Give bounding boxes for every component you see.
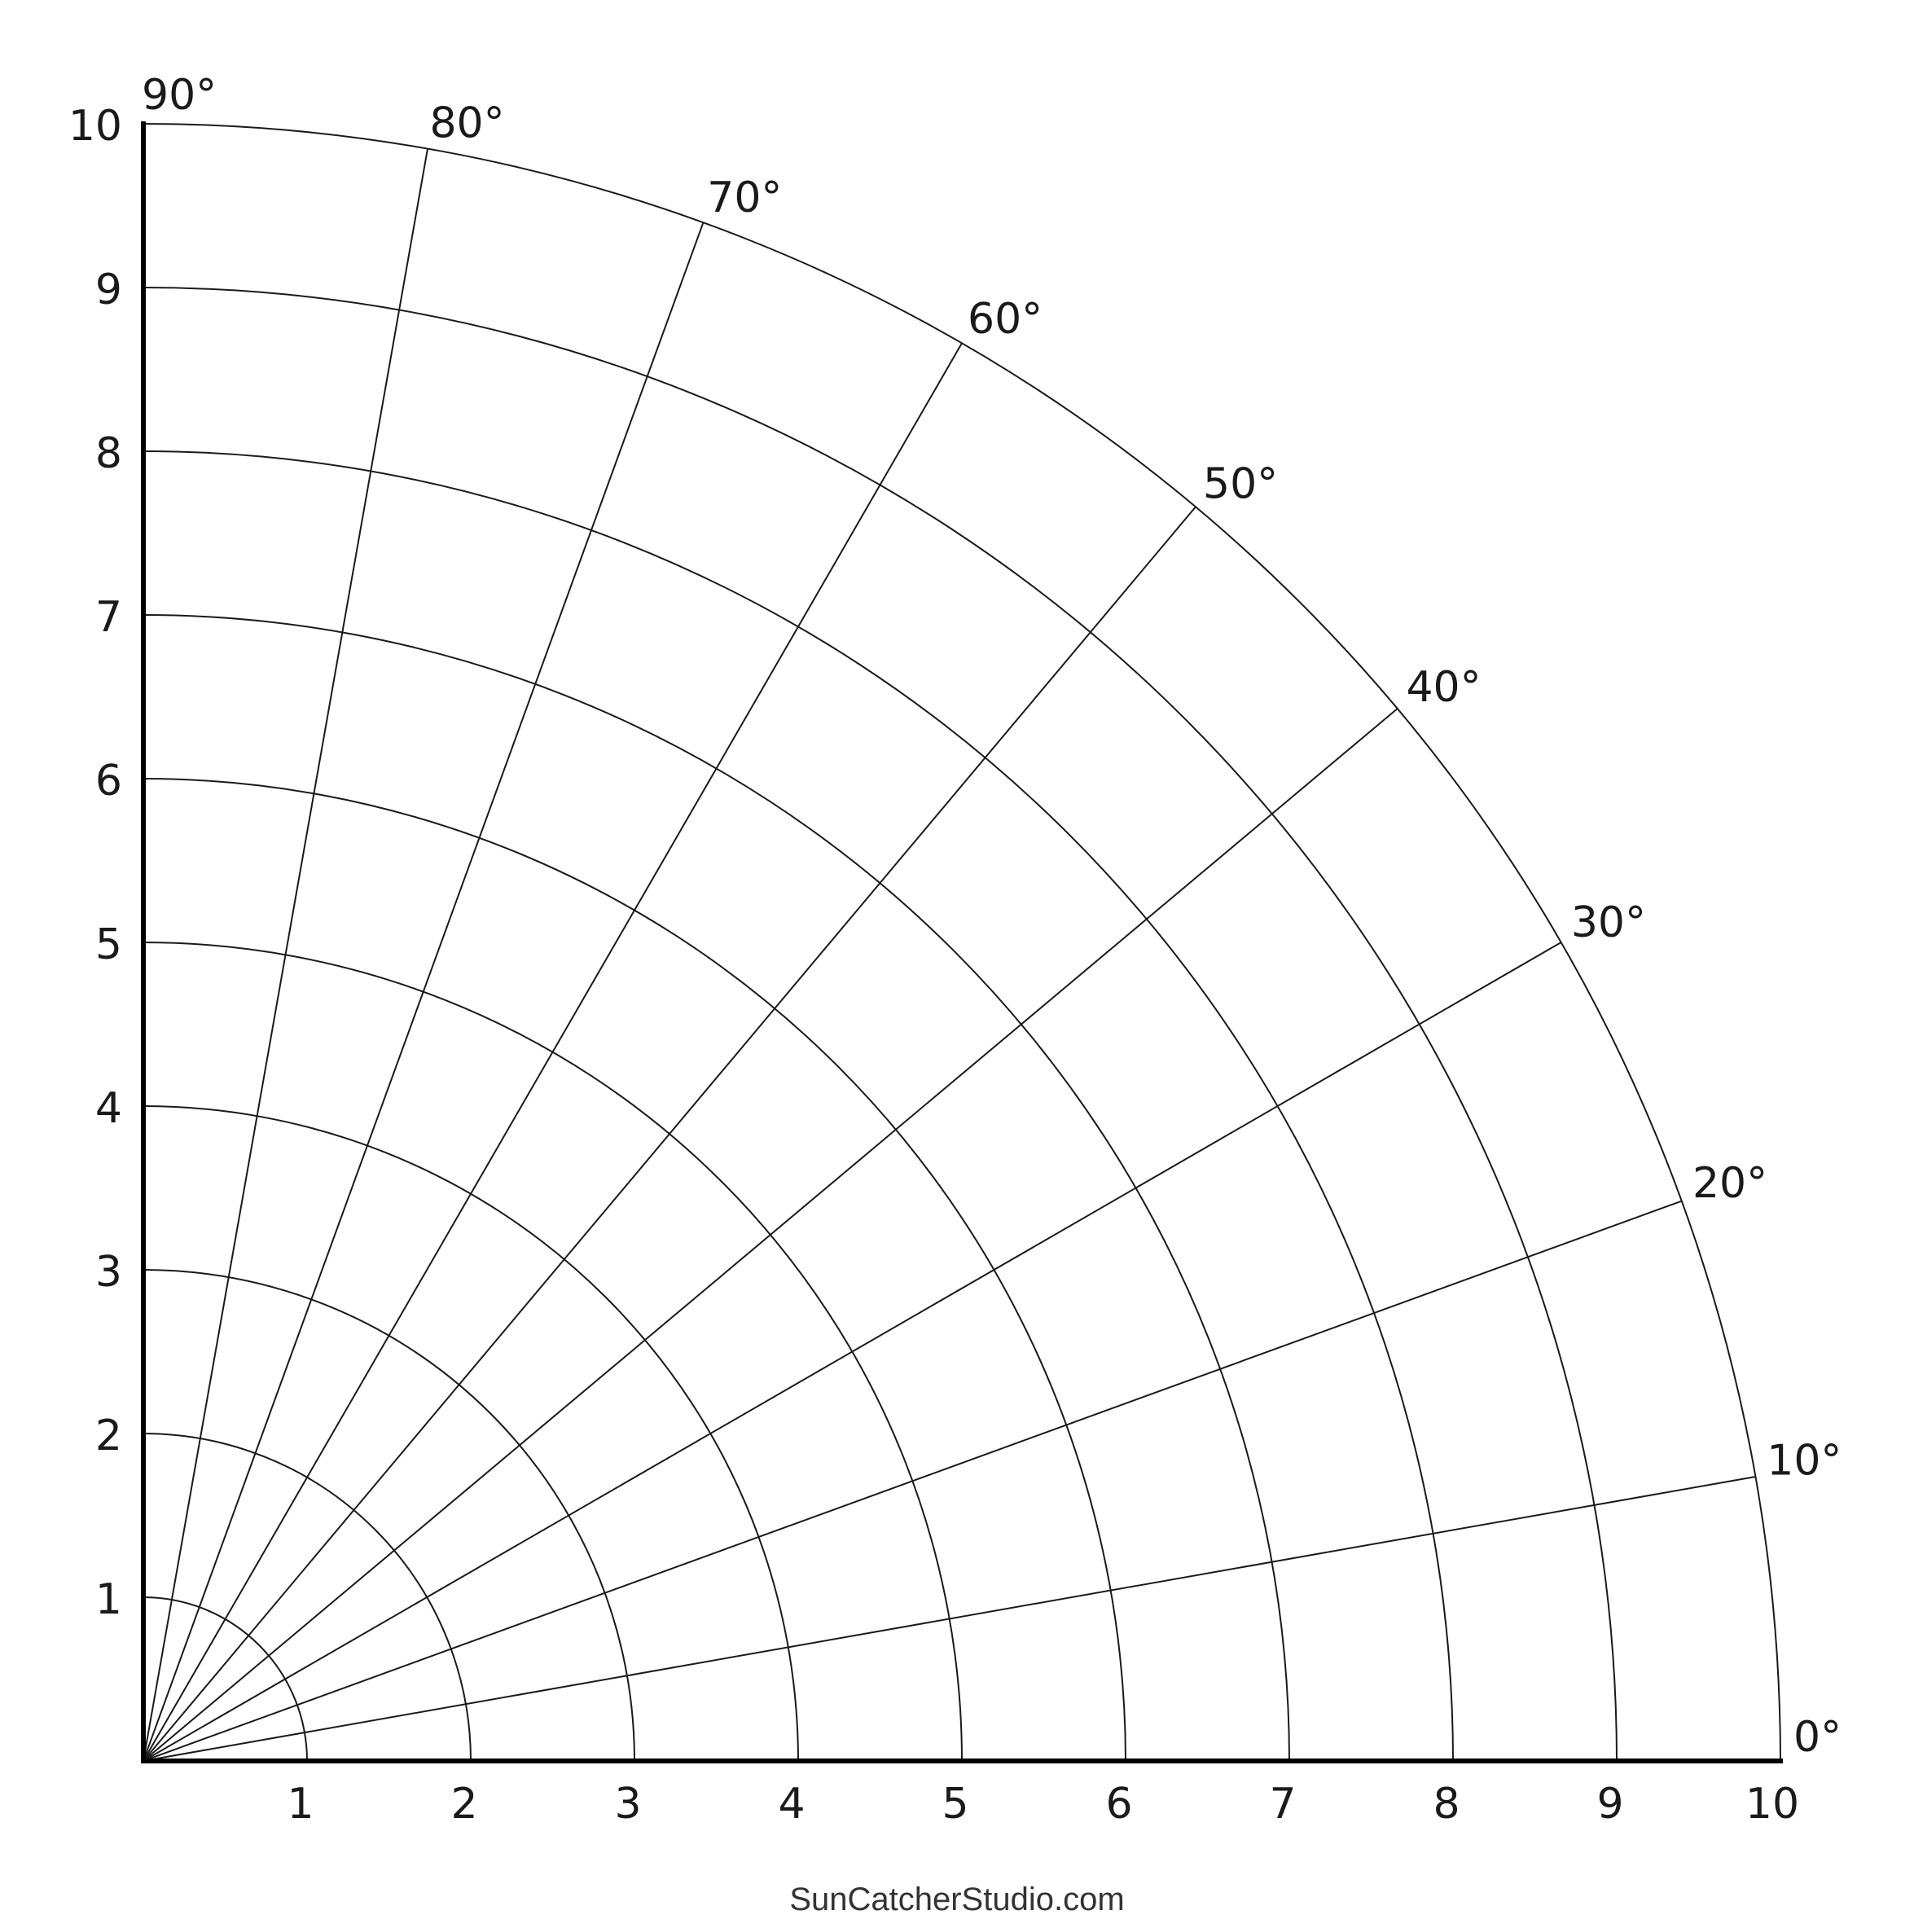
radius-arc-6 bbox=[143, 778, 1126, 1762]
radius-arc-7 bbox=[143, 614, 1290, 1762]
x-tick-label-1: 1 bbox=[287, 1780, 314, 1829]
spoke-40 bbox=[143, 708, 1398, 1762]
angle-label-50: 50° bbox=[1203, 460, 1278, 509]
y-tick-label-9: 9 bbox=[95, 266, 122, 314]
y-tick-label-7: 7 bbox=[95, 593, 122, 642]
x-axis-labels: 1 2 3 4 5 6 7 8 9 10 bbox=[287, 1780, 1799, 1829]
angle-label-30: 30° bbox=[1571, 898, 1646, 947]
radius-arc-1 bbox=[143, 1596, 308, 1762]
angle-labels: 0° 10° 20° 30° 40° 50° 60° 70° 80° 90° bbox=[142, 71, 1842, 1762]
y-tick-label-4: 4 bbox=[95, 1084, 122, 1133]
y-tick-label-10: 10 bbox=[68, 102, 122, 151]
spoke-50 bbox=[143, 506, 1196, 1762]
radius-arcs bbox=[143, 123, 1781, 1762]
angle-label-70: 70° bbox=[707, 173, 782, 222]
angle-label-60: 60° bbox=[968, 295, 1043, 344]
site-credit: SunCatcherStudio.com bbox=[789, 1882, 1125, 1917]
x-tick-label-6: 6 bbox=[1105, 1780, 1132, 1829]
y-tick-label-1: 1 bbox=[95, 1575, 122, 1624]
angle-label-90: 90° bbox=[142, 71, 217, 120]
spoke-60 bbox=[143, 342, 963, 1762]
x-tick-label-4: 4 bbox=[778, 1780, 805, 1829]
angle-label-40: 40° bbox=[1406, 663, 1481, 712]
y-tick-label-3: 3 bbox=[95, 1248, 122, 1297]
y-tick-label-2: 2 bbox=[95, 1412, 122, 1460]
radius-arc-10 bbox=[143, 123, 1781, 1762]
x-tick-label-2: 2 bbox=[450, 1780, 477, 1829]
y-tick-label-5: 5 bbox=[95, 920, 122, 969]
spoke-30 bbox=[143, 942, 1562, 1762]
radius-arc-9 bbox=[143, 287, 1618, 1762]
y-tick-label-6: 6 bbox=[95, 757, 122, 806]
x-tick-label-8: 8 bbox=[1433, 1780, 1460, 1829]
spoke-80 bbox=[143, 148, 429, 1762]
y-tick-label-8: 8 bbox=[95, 429, 122, 478]
angle-label-10: 10° bbox=[1767, 1437, 1842, 1486]
angle-label-20: 20° bbox=[1692, 1159, 1767, 1208]
spoke-20 bbox=[143, 1200, 1683, 1762]
spoke-10 bbox=[143, 1475, 1756, 1762]
x-tick-label-9: 9 bbox=[1596, 1780, 1623, 1829]
x-tick-label-3: 3 bbox=[614, 1780, 641, 1829]
angle-label-0: 0° bbox=[1793, 1713, 1842, 1762]
radius-arc-4 bbox=[143, 1105, 799, 1762]
x-tick-label-7: 7 bbox=[1269, 1780, 1296, 1829]
y-axis-labels: 1 2 3 4 5 6 7 8 9 10 bbox=[68, 102, 122, 1624]
spoke-70 bbox=[143, 222, 705, 1762]
axes bbox=[141, 121, 1783, 1763]
x-tick-label-5: 5 bbox=[942, 1780, 968, 1829]
radius-arc-5 bbox=[143, 942, 963, 1762]
radius-arc-3 bbox=[143, 1269, 635, 1762]
radius-arc-8 bbox=[143, 450, 1454, 1762]
angle-spokes bbox=[143, 148, 1756, 1762]
radius-arc-2 bbox=[143, 1433, 472, 1762]
x-tick-label-10: 10 bbox=[1745, 1780, 1799, 1829]
angle-label-80: 80° bbox=[429, 99, 504, 148]
